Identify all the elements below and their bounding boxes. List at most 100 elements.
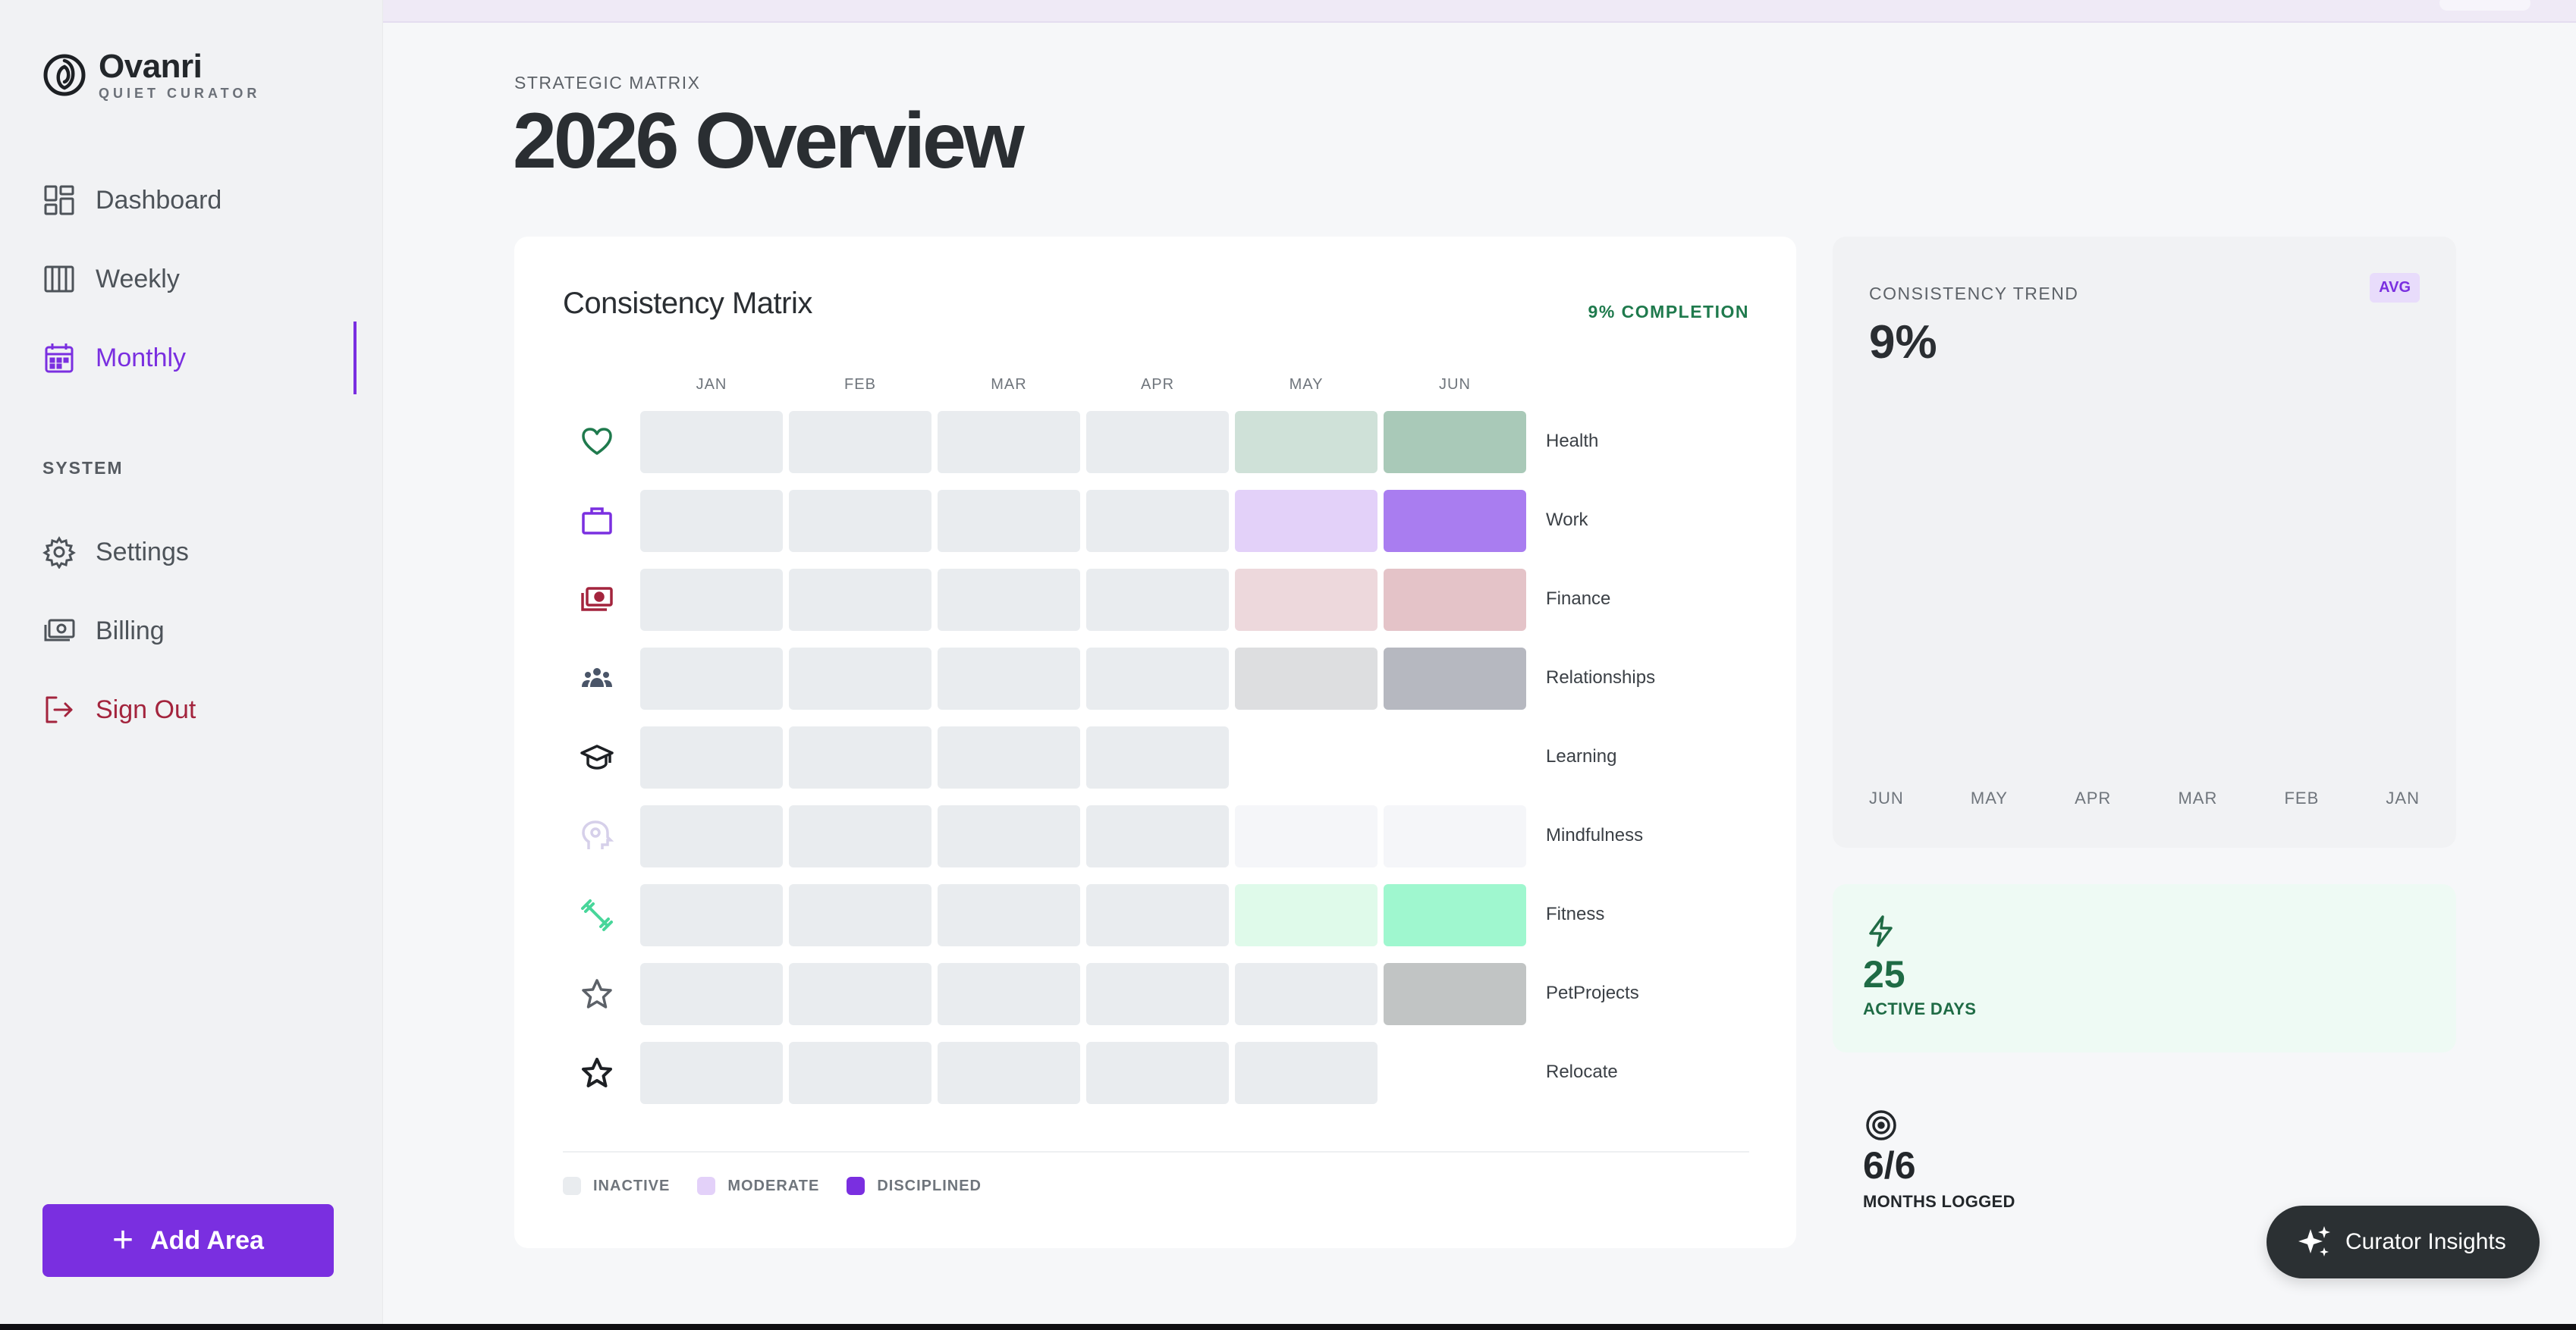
matrix-cell[interactable]: [640, 726, 783, 789]
money-icon: [581, 587, 613, 611]
matrix-cell[interactable]: [938, 805, 1080, 867]
legend-swatch: [847, 1177, 865, 1195]
matrix-cell[interactable]: [640, 490, 783, 552]
matrix-cell[interactable]: [1086, 805, 1229, 867]
dumbbell-icon: [581, 899, 613, 931]
matrix-cell[interactable]: [1384, 569, 1526, 631]
matrix-cell[interactable]: [789, 884, 931, 946]
matrix-cell[interactable]: [1235, 805, 1378, 867]
matrix-cell[interactable]: [789, 569, 931, 631]
nav-item-billing[interactable]: Billing: [42, 608, 165, 654]
matrix-cell[interactable]: [1235, 411, 1378, 473]
matrix-cell[interactable]: [1235, 490, 1378, 552]
matrix-cell[interactable]: [1086, 411, 1229, 473]
row-label: Work: [1546, 510, 1588, 530]
trend-label: CONSISTENCY TREND: [1869, 284, 2079, 303]
row-label: Fitness: [1546, 904, 1605, 924]
matrix-row-mindfulness: Mindfulness: [514, 805, 1796, 867]
matrix-row-relationships: Relationships: [514, 648, 1796, 710]
nav-item-weekly[interactable]: Weekly: [42, 256, 180, 302]
add-area-button[interactable]: + Add Area: [42, 1204, 334, 1277]
logo[interactable]: Ovanri QUIET CURATOR: [42, 49, 260, 102]
completion-label: 9% COMPLETION: [1588, 302, 1749, 322]
heart-icon: [582, 428, 612, 455]
nav-item-dashboard[interactable]: Dashboard: [42, 177, 221, 223]
row-label: Mindfulness: [1546, 825, 1644, 845]
top-bar: [383, 0, 2576, 23]
matrix-cell[interactable]: [789, 490, 931, 552]
legend-item-inactive: INACTIVE: [563, 1177, 670, 1195]
matrix-cell[interactable]: [938, 648, 1080, 710]
nav-item-sign-out[interactable]: Sign Out: [42, 687, 196, 732]
trend-value: 9%: [1869, 316, 1937, 369]
matrix-cell[interactable]: [640, 884, 783, 946]
system-section-label: SYSTEM: [42, 458, 124, 478]
nav-item-label: Weekly: [96, 264, 180, 293]
matrix-cell[interactable]: [1384, 884, 1526, 946]
matrix-cell[interactable]: [938, 569, 1080, 631]
matrix-cell[interactable]: [1086, 648, 1229, 710]
matrix-row-finance: Finance: [514, 569, 1796, 631]
matrix-cell[interactable]: [1086, 726, 1229, 789]
matrix-cell[interactable]: [789, 1042, 931, 1104]
matrix-cell[interactable]: [1384, 648, 1526, 710]
top-bar-pill[interactable]: [2439, 0, 2530, 11]
nav-item-settings[interactable]: Settings: [42, 529, 189, 575]
matrix-cell[interactable]: [640, 1042, 783, 1104]
matrix-cell[interactable]: [938, 490, 1080, 552]
nav-item-monthly[interactable]: Monthly: [42, 335, 186, 381]
matrix-cell[interactable]: [640, 569, 783, 631]
matrix-cell[interactable]: [1384, 805, 1526, 867]
matrix-cell[interactable]: [640, 805, 783, 867]
month-label: MAR: [991, 376, 1027, 393]
matrix-cell[interactable]: [1086, 1042, 1229, 1104]
matrix-cell[interactable]: [1235, 569, 1378, 631]
matrix-row-petprojects: PetProjects: [514, 963, 1796, 1025]
matrix-cell[interactable]: [1235, 648, 1378, 710]
matrix-cell[interactable]: [938, 884, 1080, 946]
matrix-cell[interactable]: [1086, 884, 1229, 946]
matrix-cell[interactable]: [1235, 1042, 1378, 1104]
matrix-cell[interactable]: [640, 963, 783, 1025]
matrix-cell[interactable]: [938, 411, 1080, 473]
matrix-cell[interactable]: [640, 411, 783, 473]
avg-badge[interactable]: AVG: [2370, 273, 2420, 303]
matrix-cell[interactable]: [1384, 490, 1526, 552]
legend-label: INACTIVE: [593, 1177, 671, 1194]
matrix-cell[interactable]: [938, 963, 1080, 1025]
matrix-cell[interactable]: [1086, 963, 1229, 1025]
matrix-cell[interactable]: [1235, 884, 1378, 946]
trend-month-label: MAR: [2178, 789, 2218, 808]
briefcase-icon: [582, 507, 612, 535]
matrix-cell[interactable]: [938, 726, 1080, 789]
star-outline-icon: [582, 979, 612, 1008]
months-logged-card: 6/6 MONTHS LOGGED: [1833, 1074, 2257, 1225]
trend-month-label: JAN: [2386, 789, 2420, 808]
matrix-legend: INACTIVE MODERATE DISCIPLINED: [563, 1177, 1009, 1195]
page-title: 2026 Overview: [513, 97, 1025, 185]
matrix-cell[interactable]: [938, 1042, 1080, 1104]
matrix-cell[interactable]: [1235, 963, 1378, 1025]
matrix-cell[interactable]: [789, 963, 931, 1025]
matrix-cell[interactable]: [789, 726, 931, 789]
matrix-row-fitness: Fitness: [514, 884, 1796, 946]
active-days-value: 25: [1863, 953, 1905, 996]
row-label: Relationships: [1546, 667, 1656, 688]
matrix-cell[interactable]: [789, 411, 931, 473]
legend-label: DISCIPLINED: [877, 1177, 982, 1194]
matrix-cell[interactable]: [1384, 963, 1526, 1025]
sign-out-icon: [46, 696, 73, 723]
legend-swatch: [697, 1177, 716, 1195]
curator-insights-button[interactable]: Curator Insights: [2267, 1206, 2540, 1278]
matrix-cell[interactable]: [1086, 490, 1229, 552]
matrix-cell[interactable]: [789, 805, 931, 867]
matrix-cell[interactable]: [789, 648, 931, 710]
legend-item-moderate: MODERATE: [697, 1177, 819, 1195]
month-label: FEB: [844, 376, 876, 393]
matrix-cell[interactable]: [1086, 569, 1229, 631]
star-icon: [582, 1058, 612, 1087]
matrix-cell[interactable]: [640, 648, 783, 710]
matrix-cell[interactable]: [1384, 411, 1526, 473]
active-days-card: 25 ACTIVE DAYS: [1833, 884, 2456, 1052]
